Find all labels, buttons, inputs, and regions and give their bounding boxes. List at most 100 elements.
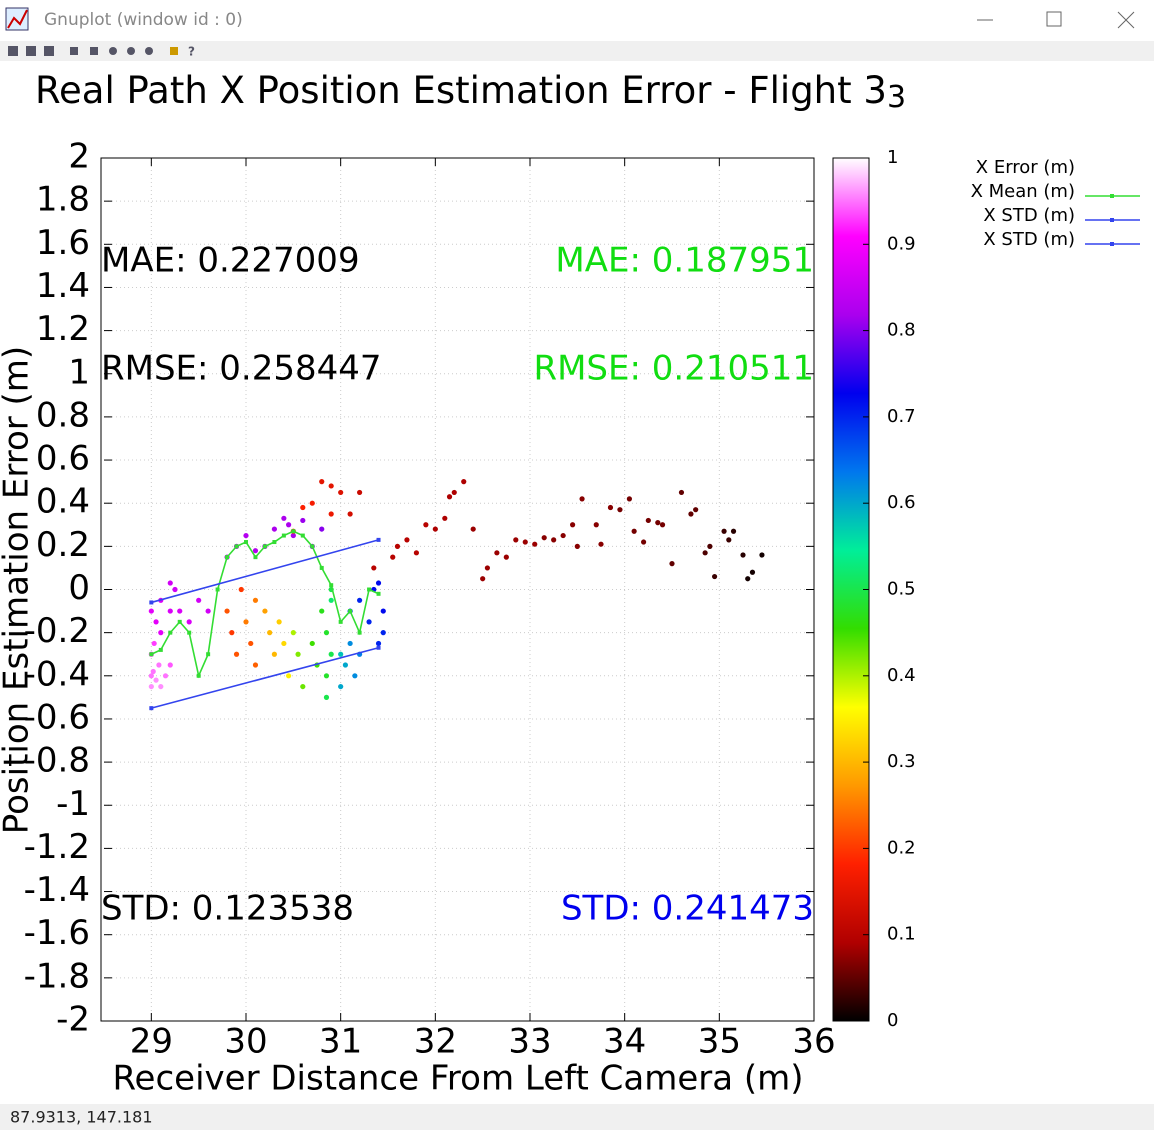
zoom-next-icon[interactable] (127, 47, 135, 55)
data-point (323, 673, 330, 679)
data-point (243, 619, 249, 625)
y-tick-label: -0.2 (24, 611, 90, 651)
x-tick-label: 31 (319, 1022, 362, 1062)
data-point (574, 543, 580, 549)
close-button[interactable] (1117, 11, 1135, 29)
series-marker (376, 537, 381, 542)
data-point (319, 608, 325, 614)
chart-title-subscript: 3 (887, 80, 906, 115)
print-preview-icon[interactable] (26, 46, 36, 56)
data-point (645, 517, 651, 524)
unzoom-icon[interactable] (145, 47, 153, 55)
data-point (323, 630, 330, 636)
data-point (669, 561, 675, 567)
x-tick-label: 35 (698, 1022, 741, 1062)
data-point (276, 619, 282, 625)
y-tick-label: -1.2 (24, 827, 90, 867)
options-icon[interactable] (170, 47, 178, 55)
x-tick-label: 29 (130, 1022, 173, 1062)
y-tick-label: 1.2 (36, 309, 90, 349)
colorbar-tick-label: 0.8 (887, 320, 916, 341)
print-icon[interactable] (44, 46, 54, 56)
grid-icon[interactable] (90, 47, 98, 55)
y-tick-label: -0.8 (24, 741, 90, 781)
colorbar-tick-label: 0.3 (887, 751, 916, 772)
data-point (167, 580, 173, 586)
data-point (271, 651, 277, 657)
data-point (375, 580, 382, 586)
data-point (153, 677, 159, 683)
data-point (380, 608, 386, 614)
colorbar-tick-label: 0.1 (887, 924, 916, 945)
data-point (158, 630, 164, 636)
help-icon[interactable]: ? (188, 45, 195, 59)
legend-label: X STD (m) (983, 229, 1075, 250)
data-point (252, 597, 259, 603)
data-point (196, 597, 202, 603)
data-point (281, 515, 287, 521)
data-point (156, 662, 162, 668)
maximize-button[interactable] (1046, 11, 1062, 27)
y-tick-label: 0.8 (36, 395, 90, 435)
series-line (151, 646, 379, 709)
data-point (338, 489, 344, 496)
data-point (328, 651, 334, 657)
series-marker (244, 540, 248, 545)
colorbar-tick-label: 0.7 (887, 406, 916, 427)
data-point (328, 597, 334, 603)
copy-icon[interactable] (8, 46, 18, 56)
data-point (186, 619, 192, 625)
data-point (238, 586, 244, 593)
data-point (309, 640, 315, 647)
data-point (702, 550, 708, 556)
data-point (371, 565, 377, 571)
colorbar-tick-label: 0.2 (887, 837, 916, 858)
data-point (347, 511, 353, 517)
colorbar-tick-label: 0 (887, 1010, 898, 1031)
data-point (252, 548, 259, 554)
data-point (432, 526, 438, 532)
colorbar-tick-label: 0.9 (887, 233, 916, 254)
data-point (229, 630, 235, 636)
y-tick-label: 2 (68, 137, 90, 177)
data-point (167, 662, 173, 668)
data-point (721, 528, 727, 534)
series-marker (376, 645, 381, 650)
data-point (726, 537, 732, 543)
annotation: RMSE: 0.210511 (533, 349, 814, 389)
data-point (503, 554, 509, 560)
series-marker (149, 652, 154, 657)
data-point (366, 619, 372, 625)
data-point (513, 537, 519, 543)
series-marker (357, 630, 362, 635)
data-point (286, 673, 292, 679)
series-marker (310, 544, 315, 549)
data-point (328, 483, 334, 489)
data-point (286, 522, 292, 528)
y-tick-label: 0.4 (36, 482, 90, 522)
x-axis-label: Receiver Distance From Left Camera (m) (112, 1059, 803, 1099)
data-point (659, 522, 666, 528)
series-marker (272, 540, 277, 545)
y-tick-label: 1.8 (36, 180, 90, 220)
window-title: Gnuplot (window id : 0) (44, 10, 243, 30)
y-tick-label: 0.2 (36, 525, 90, 565)
series-marker (215, 587, 220, 592)
legend-marker (1110, 218, 1114, 222)
data-point (712, 573, 718, 580)
zoom-prev-icon[interactable] (109, 47, 117, 55)
data-point (300, 683, 306, 690)
data-point (158, 683, 164, 690)
data-point (461, 479, 467, 485)
data-point (759, 552, 765, 558)
data-point (413, 550, 419, 556)
data-point (151, 640, 157, 647)
data-point (205, 608, 211, 614)
replot-icon[interactable] (70, 47, 78, 55)
data-point (470, 526, 476, 532)
legend-marker (1110, 194, 1114, 198)
data-point (551, 537, 557, 543)
data-point (423, 522, 429, 528)
x-tick-label: 33 (508, 1022, 551, 1062)
